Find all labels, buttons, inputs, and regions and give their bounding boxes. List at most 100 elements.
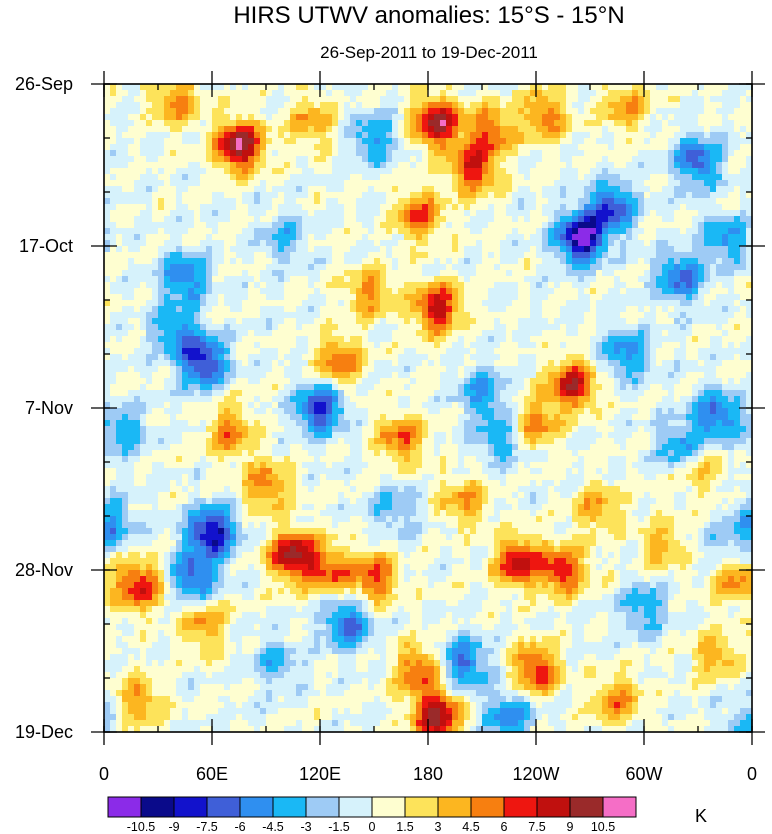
field-cell xyxy=(470,174,477,181)
field-cell xyxy=(710,354,717,361)
field-cell xyxy=(446,84,453,91)
field-cell xyxy=(668,222,675,229)
field-cell xyxy=(722,288,729,295)
field-cell xyxy=(596,342,603,349)
field-cell xyxy=(644,312,651,319)
field-cell xyxy=(626,132,633,139)
field-cell xyxy=(686,108,693,115)
field-cell xyxy=(668,276,675,283)
field-cell xyxy=(512,318,519,325)
field-cell xyxy=(404,126,411,133)
field-cell xyxy=(572,324,579,331)
field-cell xyxy=(302,96,309,103)
field-cell xyxy=(662,318,669,325)
field-cell xyxy=(626,324,633,331)
field-cell xyxy=(176,240,183,247)
field-cell xyxy=(242,174,249,181)
field-cell xyxy=(422,234,429,241)
field-cell xyxy=(374,186,381,193)
field-cell xyxy=(182,270,189,277)
field-cell xyxy=(674,246,681,253)
field-cell xyxy=(464,246,471,253)
field-cell xyxy=(218,330,225,337)
field-cell xyxy=(410,210,417,217)
field-cell xyxy=(494,252,501,259)
field-cell xyxy=(674,174,681,181)
field-cell xyxy=(398,132,405,139)
field-cell xyxy=(722,108,729,115)
field-cell xyxy=(272,246,279,253)
field-cell xyxy=(722,156,729,163)
field-cell xyxy=(602,306,609,313)
field-cell xyxy=(428,102,435,109)
field-cell xyxy=(680,150,687,157)
field-cell xyxy=(350,204,357,211)
field-cell xyxy=(482,150,489,157)
field-cell xyxy=(266,168,273,175)
field-cell xyxy=(596,114,603,121)
field-cell xyxy=(104,144,111,151)
field-cell xyxy=(680,216,687,223)
field-cell xyxy=(272,258,279,265)
field-cell xyxy=(398,348,405,355)
field-cell xyxy=(308,294,315,301)
field-cell xyxy=(476,246,483,253)
field-cell xyxy=(536,300,543,307)
field-cell xyxy=(344,180,351,187)
field-cell xyxy=(182,354,189,361)
field-cell xyxy=(428,222,435,229)
field-cell xyxy=(278,270,285,277)
field-cell xyxy=(254,162,261,169)
field-cell xyxy=(188,90,195,97)
field-cell xyxy=(104,318,111,325)
field-cell xyxy=(686,156,693,163)
field-cell xyxy=(416,162,423,169)
field-cell xyxy=(152,252,159,259)
field-cell xyxy=(428,216,435,223)
field-cell xyxy=(122,180,129,187)
field-cell xyxy=(686,168,693,175)
field-cell xyxy=(200,228,207,235)
field-cell xyxy=(254,204,261,211)
field-cell xyxy=(542,300,549,307)
field-cell xyxy=(464,228,471,235)
field-cell xyxy=(308,222,315,229)
field-cell xyxy=(242,192,249,199)
field-cell xyxy=(500,108,507,115)
field-cell xyxy=(524,126,531,133)
field-cell xyxy=(536,258,543,265)
field-cell xyxy=(632,264,639,271)
field-cell xyxy=(494,312,501,319)
field-cell xyxy=(212,186,219,193)
field-cell xyxy=(446,150,453,157)
field-cell xyxy=(296,234,303,241)
field-cell xyxy=(302,282,309,289)
field-cell xyxy=(254,174,261,181)
field-cell xyxy=(590,336,597,343)
field-cell xyxy=(680,324,687,331)
field-cell xyxy=(380,204,387,211)
field-cell xyxy=(554,204,561,211)
field-cell xyxy=(524,228,531,235)
field-cell xyxy=(422,342,429,349)
field-cell xyxy=(608,330,615,337)
field-cell xyxy=(500,132,507,139)
field-cell xyxy=(674,114,681,121)
field-cell xyxy=(290,294,297,301)
field-cell xyxy=(146,114,153,121)
field-cell xyxy=(446,318,453,325)
field-cell xyxy=(152,150,159,157)
field-cell xyxy=(134,264,141,271)
field-cell xyxy=(374,114,381,121)
field-cell xyxy=(494,354,501,361)
field-cell xyxy=(128,360,135,367)
field-cell xyxy=(146,132,153,139)
field-cell xyxy=(194,258,201,265)
field-cell xyxy=(530,348,537,355)
field-cell xyxy=(710,228,717,235)
field-cell xyxy=(188,288,195,295)
field-cell xyxy=(218,216,225,223)
field-cell xyxy=(464,150,471,157)
field-cell xyxy=(740,150,747,157)
field-cell xyxy=(362,84,369,91)
